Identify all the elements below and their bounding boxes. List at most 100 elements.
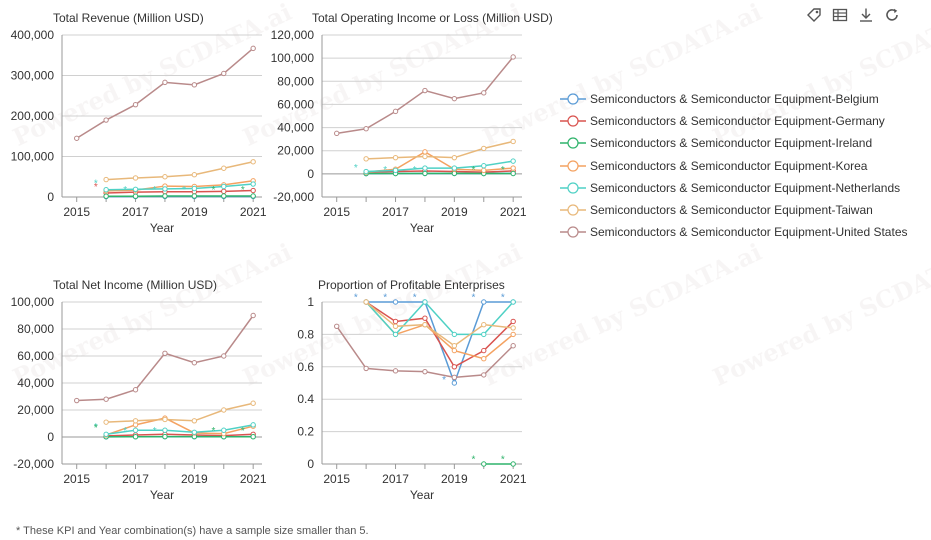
data-point bbox=[162, 193, 168, 199]
x-tick-label: 2017 bbox=[382, 472, 409, 486]
data-point bbox=[191, 185, 198, 192]
small-sample-asterisk: * bbox=[354, 293, 358, 304]
data-point bbox=[392, 323, 399, 329]
data-point bbox=[481, 356, 487, 362]
chart-panel-4: Proportion of Profitable Enterprises 0 0.2… bbox=[297, 278, 527, 502]
data-point bbox=[103, 396, 109, 402]
legend-label: Semiconductors & Semiconductor Equipment… bbox=[590, 225, 908, 240]
y-tick-label: 20,000 bbox=[17, 403, 54, 417]
small-sample-asterisk: * bbox=[442, 375, 446, 386]
y-tick-label: 0 bbox=[307, 167, 314, 181]
x-tick-label: 2019 bbox=[181, 472, 208, 486]
data-point bbox=[250, 45, 256, 52]
data-point bbox=[422, 368, 428, 375]
data-point bbox=[451, 165, 458, 171]
data-point bbox=[481, 299, 487, 305]
x-tick-label: 2015 bbox=[63, 205, 90, 219]
data-point bbox=[103, 431, 109, 437]
y-tick-label: 0 bbox=[47, 190, 54, 204]
x-tick-label: 2015 bbox=[323, 205, 350, 219]
data-point bbox=[451, 95, 458, 102]
data-point bbox=[103, 187, 109, 193]
x-tick-label: 2017 bbox=[122, 472, 149, 486]
data-point bbox=[162, 427, 168, 433]
data-point bbox=[392, 331, 399, 338]
small-sample-asterisk: * bbox=[212, 426, 216, 437]
legend-item-korea[interactable]: Semiconductors & Semiconductor Equipment… bbox=[560, 155, 908, 177]
legend-item-ireland[interactable]: Semiconductors & Semiconductor Equipment… bbox=[560, 132, 908, 154]
data-point bbox=[132, 427, 139, 433]
series-line-2 bbox=[365, 301, 514, 368]
data-point bbox=[481, 331, 487, 338]
series-line-6 bbox=[365, 301, 514, 347]
chart-toolbar bbox=[805, 6, 901, 24]
y-tick-label: 300,000 bbox=[11, 69, 55, 83]
data-point bbox=[132, 387, 139, 393]
y-tick-label: 80,000 bbox=[277, 74, 314, 88]
x-tick-label: 2017 bbox=[382, 205, 409, 219]
data-point bbox=[250, 187, 256, 194]
data-point bbox=[392, 154, 399, 161]
series-line-7 bbox=[336, 56, 514, 135]
y-tick-label: 0.2 bbox=[297, 425, 314, 439]
data-point bbox=[363, 365, 369, 372]
data-point bbox=[334, 130, 340, 137]
series-line-5 bbox=[366, 160, 514, 173]
x-tick-label: 2021 bbox=[500, 472, 527, 486]
data-point bbox=[510, 318, 516, 325]
data-point bbox=[451, 380, 458, 386]
chart-panel-2: Total Operating Income or Loss (Million … bbox=[271, 11, 553, 235]
data-point bbox=[392, 368, 399, 374]
small-sample-asterisk: * bbox=[383, 293, 387, 304]
y-tick-label: 1 bbox=[307, 295, 314, 309]
data-point bbox=[191, 172, 198, 178]
series-line-4 bbox=[365, 301, 514, 360]
data-point bbox=[162, 416, 168, 423]
x-tick-label: 2021 bbox=[240, 472, 267, 486]
chart-title: Total Operating Income or Loss (Million … bbox=[312, 11, 553, 25]
legend-item-belgium[interactable]: Semiconductors & Semiconductor Equipment… bbox=[560, 88, 908, 110]
data-point bbox=[451, 331, 458, 338]
data-point bbox=[250, 159, 256, 165]
x-tick-label: 2015 bbox=[63, 472, 90, 486]
small-sample-asterisk: * bbox=[501, 293, 505, 304]
y-tick-label: 0 bbox=[47, 430, 54, 444]
series-line-6 bbox=[106, 402, 254, 423]
tag-icon[interactable] bbox=[805, 6, 823, 24]
legend-item-germany[interactable]: Semiconductors & Semiconductor Equipment… bbox=[560, 110, 908, 132]
data-point bbox=[510, 165, 516, 171]
footnote: * These KPI and Year combination(s) have… bbox=[16, 525, 369, 537]
data-point bbox=[191, 418, 198, 424]
data-point bbox=[510, 331, 516, 338]
data-point bbox=[392, 108, 399, 115]
y-tick-label: 60,000 bbox=[277, 97, 314, 111]
y-tick-label: 100,000 bbox=[271, 51, 315, 65]
data-point bbox=[481, 321, 487, 328]
data-point bbox=[250, 181, 256, 187]
data-point bbox=[510, 138, 516, 145]
small-sample-asterisk: * bbox=[472, 293, 476, 304]
legend-item-united-states[interactable]: Semiconductors & Semiconductor Equipment… bbox=[560, 221, 908, 243]
data-point bbox=[363, 126, 369, 132]
y-tick-label: 40,000 bbox=[277, 121, 314, 135]
refresh-icon[interactable] bbox=[883, 6, 901, 24]
small-sample-asterisk: * bbox=[472, 455, 476, 466]
x-tick-label: 2021 bbox=[240, 205, 267, 219]
legend-item-taiwan[interactable]: Semiconductors & Semiconductor Equipment… bbox=[560, 199, 908, 221]
data-point bbox=[451, 364, 458, 370]
data-point bbox=[162, 350, 168, 356]
download-icon[interactable] bbox=[857, 6, 875, 24]
data-point bbox=[191, 193, 198, 199]
legend-label: Semiconductors & Semiconductor Equipment… bbox=[590, 158, 868, 173]
x-tick-label: 2017 bbox=[122, 205, 149, 219]
legend-item-netherlands[interactable]: Semiconductors & Semiconductor Equipment… bbox=[560, 177, 908, 199]
y-tick-label: 60,000 bbox=[17, 349, 54, 363]
y-tick-label: 80,000 bbox=[17, 322, 54, 336]
chart-panel-3: Total Net Income (Million USD) -20,000 0 20… bbox=[11, 278, 267, 502]
x-tick-label: 2019 bbox=[181, 205, 208, 219]
table-icon[interactable] bbox=[831, 6, 849, 24]
series-line-5 bbox=[106, 424, 254, 436]
y-tick-label: 120,000 bbox=[271, 28, 315, 42]
chart-title: Total Revenue (Million USD) bbox=[53, 11, 204, 25]
